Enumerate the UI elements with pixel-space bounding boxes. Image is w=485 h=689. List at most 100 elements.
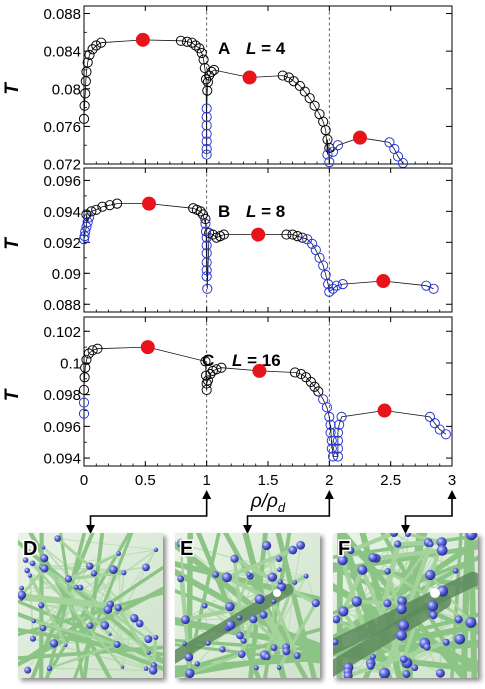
arrow-head-down (86, 525, 95, 534)
snapshot-f: F (333, 533, 478, 678)
panel-letter: B (218, 202, 230, 221)
panel-letter: A (218, 39, 230, 58)
x-axis: 0 0.5 1 1.5 2 2.5 3 ρ/ρd (80, 472, 456, 515)
data-point-blue (332, 451, 343, 462)
data-point-black (195, 206, 206, 217)
data-point-black (207, 229, 218, 240)
data-point-black (202, 375, 213, 386)
data-point-black (289, 367, 301, 378)
data-point-black (299, 86, 310, 97)
panel-b: 0.088 0.09 0.092 0.094 0.096 T B L = 8 (2, 167, 453, 314)
data-point-blue (327, 451, 339, 462)
data-point-blue (78, 408, 90, 419)
data-point-black (313, 386, 324, 397)
data-point-black (97, 201, 108, 212)
data-point-blue (318, 260, 329, 271)
data-point-black (190, 40, 201, 51)
x-tick-label: 3 (448, 472, 456, 489)
y-axis-label: T (2, 388, 23, 401)
data-point-blue (332, 140, 343, 151)
x-tick-label: 1 (202, 472, 210, 489)
data-point-blue (384, 137, 395, 148)
data-point-black (84, 49, 95, 60)
data-point-blue (424, 411, 435, 422)
y-tick-label: 0.102 (43, 324, 81, 341)
data-point-blue (201, 143, 212, 155)
data-point-black (87, 345, 98, 356)
data-point-filled (142, 196, 157, 211)
data-point-filled (252, 363, 267, 378)
y-tick-label: 0.08 (52, 81, 81, 98)
data-point-black (218, 229, 229, 240)
data-point-black (175, 35, 186, 46)
data-point-blue (201, 265, 212, 276)
data-point-blue (201, 149, 212, 160)
data-point-blue (201, 128, 212, 139)
data-point-black (297, 232, 308, 243)
data-point-blue (201, 240, 212, 251)
arrow-connectors (86, 490, 457, 534)
y-tick-label: 0.096 (43, 173, 81, 190)
data-point-black (200, 74, 212, 85)
x-tick-label: 0.5 (135, 472, 156, 489)
snapshot-letter: F (338, 538, 350, 560)
data-point-filled (135, 32, 150, 47)
y-tick-label: 0.072 (43, 157, 81, 174)
y-tick-label: 0.098 (43, 387, 81, 404)
arrow-head-up (447, 490, 457, 499)
x-tick-label: 1.5 (258, 472, 279, 489)
data-point-black (296, 368, 307, 380)
data-point-black (87, 44, 98, 55)
y-tick-label: 0.088 (43, 297, 81, 314)
data-point-black (287, 229, 298, 240)
connector-line (404, 497, 453, 527)
y-axis-label: T (2, 82, 23, 95)
data-point-black (200, 370, 212, 381)
data-point-blue (440, 429, 451, 440)
data-point-blue (83, 212, 94, 223)
data-point-blue (78, 397, 90, 408)
data-point-blue (201, 103, 212, 114)
data-point-blue (81, 221, 92, 232)
data-point-blue (336, 411, 347, 422)
arrow-head-down (401, 525, 410, 534)
y-tick-label: 0.09 (52, 266, 81, 283)
data-point-black (292, 231, 303, 242)
data-point-black (320, 125, 331, 136)
data-point-blue (324, 411, 335, 422)
data-point-black (78, 384, 90, 395)
data-point-blue (201, 111, 212, 123)
network-render (333, 533, 478, 678)
trend-line (83, 346, 447, 457)
x-tick-label: 2 (325, 472, 333, 489)
data-point-black (79, 100, 90, 111)
data-point-black (186, 37, 198, 48)
data-point-blue (324, 157, 335, 168)
data-point-blue (200, 226, 212, 237)
panel-c: 0.094 0.096 0.098 0.1 0.102 T C L = 16 (2, 316, 453, 468)
data-point-black (281, 229, 292, 240)
snapshot-e: E (175, 533, 320, 678)
data-point-black (81, 209, 92, 220)
panel-a: 0.072 0.076 0.08 0.084 0.088 T A L = 4 (2, 5, 453, 174)
data-point-blue (200, 218, 211, 229)
y-tick-label: 0.088 (43, 6, 81, 23)
data-point-black (200, 356, 211, 367)
data-point-blue (327, 283, 339, 294)
data-point-blue (332, 443, 343, 454)
plot-frame (83, 316, 453, 467)
data-point-blue (327, 146, 339, 157)
snapshot-letter: E (180, 538, 193, 560)
data-point-blue (326, 443, 337, 454)
data-point-black (83, 348, 94, 359)
data-point-black (208, 64, 220, 76)
data-point-black (198, 54, 209, 65)
data-point-blue (331, 280, 342, 291)
data-point-black (112, 198, 123, 209)
data-point-filled (242, 70, 257, 85)
data-point-filled (251, 227, 266, 242)
panel-letter: C (202, 351, 214, 370)
data-point-blue (80, 226, 91, 237)
data-point-blue (201, 232, 212, 243)
